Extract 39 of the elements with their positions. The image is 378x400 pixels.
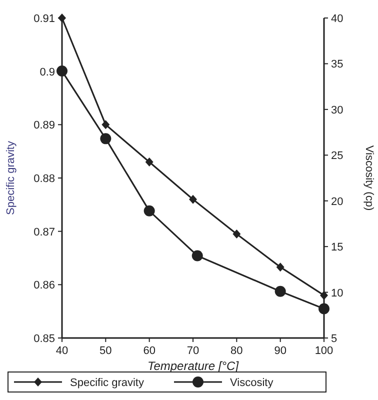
point	[102, 120, 110, 130]
point	[232, 230, 241, 238]
y2-tick-label: 15	[331, 242, 344, 254]
y2-tick-label: 35	[331, 58, 344, 71]
point	[144, 205, 155, 216]
legend-label: Specific gravity	[70, 377, 144, 389]
y-tick-label: 0.87	[34, 226, 55, 238]
y-tick-label: 0.88	[34, 173, 55, 185]
x-tick-label: 80	[230, 345, 243, 357]
x-tick-label: 50	[100, 345, 112, 357]
y2-axis-title: Viscosity (cp)	[363, 145, 375, 211]
y-tick-label: 0.89	[34, 120, 55, 132]
point	[189, 194, 197, 204]
point	[56, 66, 68, 77]
x-tick-label: 90	[274, 345, 286, 357]
point	[192, 250, 203, 262]
x-tick-label: 40	[56, 345, 68, 357]
y2-tick-label: 20	[331, 196, 344, 208]
y-tick-label: 0.85	[34, 333, 55, 345]
point	[145, 158, 154, 166]
y-axis-title: Specific gravity	[5, 140, 17, 215]
y2-tick-label: 10	[331, 287, 344, 300]
legend-label: Viscosity	[230, 377, 274, 389]
x-tick-label: 100	[314, 345, 334, 357]
point	[100, 133, 112, 144]
x-tick-label: 60	[143, 345, 156, 357]
y2-tick-label: 5	[331, 333, 338, 345]
point	[274, 286, 286, 297]
y2-tick-label: 40	[331, 13, 344, 25]
y2-tick-label: 30	[331, 104, 344, 116]
point	[320, 290, 328, 300]
y-tick-label: 0.9	[40, 66, 55, 78]
x-tick-label: 70	[186, 345, 200, 357]
y-tick-label: 0.91	[34, 13, 55, 25]
point	[58, 14, 66, 22]
point	[276, 262, 284, 272]
point	[318, 303, 330, 314]
y2-tick-label: 25	[331, 150, 344, 162]
y-tick-label: 0.86	[34, 280, 55, 292]
